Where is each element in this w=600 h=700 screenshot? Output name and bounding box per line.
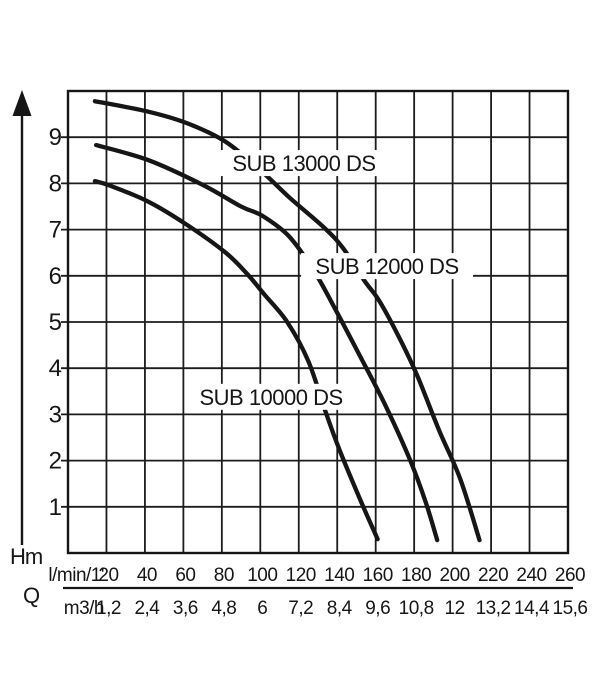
y-tick-label: 9 — [49, 124, 62, 151]
curve-label-background — [185, 383, 358, 410]
y-tick-label: 7 — [49, 217, 62, 244]
y-tick-label: 6 — [49, 263, 62, 290]
y-axis-arrow — [12, 90, 32, 545]
curve-sub-12000-ds — [93, 142, 440, 543]
x-tick-label-lmin: 60 — [175, 565, 195, 586]
x-tick-label-m3h: 7,2 — [288, 598, 313, 619]
x-tick-label-m3h: 4,8 — [211, 598, 236, 619]
x-tick-label-m3h: 6 — [257, 598, 267, 619]
x-tick-labels-lmin: 20 40 60 80 100 120 140 160 180 200 220 240 260 — [98, 565, 585, 586]
curve-sub-10000-ds — [92, 178, 380, 542]
x-tick-label-lmin: 20 — [98, 565, 118, 586]
x-tick-label-lmin: 160 — [363, 565, 393, 586]
x-axis-unit-lmin-label: l/min/1' — [48, 565, 104, 586]
x-tick-label-lmin: 200 — [440, 565, 470, 586]
y-tick-label: 3 — [49, 401, 62, 428]
x-tick-label-lmin: 80 — [214, 565, 234, 586]
curve-sub-13000-ds — [92, 99, 482, 543]
x-tick-label-lmin: 40 — [137, 565, 157, 586]
x-tick-label-m3h: 15,6 — [553, 598, 588, 619]
curve-labels: SUB 13000 DS SUB 12000 DS SUB 10000 DS — [185, 150, 474, 410]
x-tick-label-lmin: 180 — [401, 565, 431, 586]
x-tick-label-lmin: 260 — [555, 565, 585, 586]
x-tick-label-m3h: 1,2 — [96, 598, 121, 619]
y-axis-unit-label: Hm — [10, 544, 42, 569]
x-tick-label-lmin: 120 — [286, 565, 316, 586]
x-axis-quantity-label: Q — [23, 583, 40, 608]
x-tick-label-m3h: 9,6 — [365, 598, 390, 619]
x-tick-label-lmin: 140 — [324, 565, 354, 586]
x-tick-label-m3h: 8,4 — [327, 598, 353, 619]
x-tick-label-m3h: 2,4 — [134, 598, 160, 619]
plot-border — [66, 89, 570, 555]
x-tick-label-m3h: 13,2 — [476, 598, 511, 619]
y-axis-arrow-head-icon — [12, 90, 32, 116]
x-tick-label-m3h: 10,8 — [399, 598, 434, 619]
x-tick-labels-m3h: 1,2 2,4 3,6 4,8 6 7,2 8,4 9,6 10,8 12 13,2 14,4 15,6 — [96, 598, 588, 619]
curve-label-sub-12000-ds: SUB 12000 DS — [315, 254, 458, 279]
x-tick-label-lmin: 100 — [247, 565, 277, 586]
x-tick-label-m3h: 3,6 — [173, 598, 198, 619]
y-tick-label: 1 — [49, 494, 62, 521]
y-tick-label: 4 — [49, 355, 62, 382]
curve-label-sub-13000-ds: SUB 13000 DS — [232, 151, 375, 176]
x-tick-label-lmin: 240 — [516, 565, 546, 586]
x-tick-label-m3h: 14,4 — [514, 598, 550, 619]
x-axis-unit-m3h-label: m3/h — [64, 598, 104, 619]
y-tick-label: 2 — [49, 448, 62, 475]
curve-label-background — [301, 253, 474, 280]
x-tick-label-m3h: 12 — [445, 598, 465, 619]
y-tick-label: 8 — [49, 170, 62, 197]
y-tick-label: 5 — [49, 309, 62, 336]
curve-label-background — [217, 150, 390, 177]
curve-label-sub-10000-ds: SUB 10000 DS — [199, 385, 342, 410]
y-tick-labels: 1 2 3 4 5 6 7 8 9 — [49, 124, 62, 521]
x-tick-label-lmin: 220 — [478, 565, 508, 586]
